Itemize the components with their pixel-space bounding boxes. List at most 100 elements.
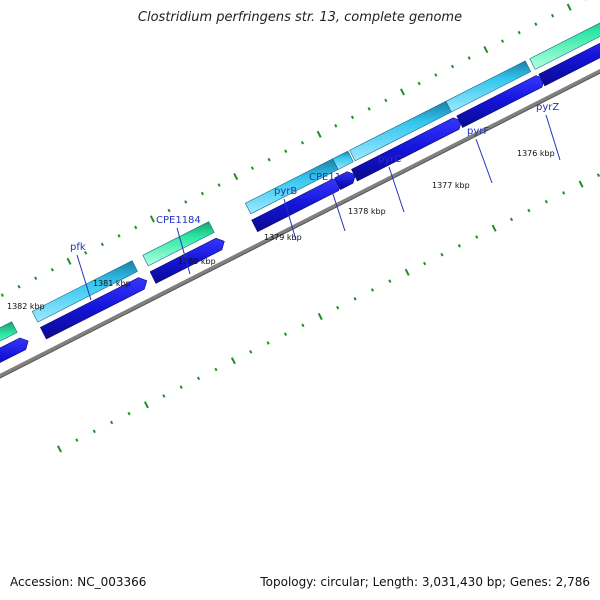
gene-label: pyrZ bbox=[536, 102, 559, 113]
tick-mark-upper bbox=[284, 149, 288, 153]
gene-label: CPE1182 bbox=[309, 172, 354, 183]
cds-feature bbox=[0, 337, 29, 363]
kbp-position-label: 1380 kbp bbox=[178, 257, 216, 266]
tick-mark-upper bbox=[483, 45, 489, 54]
tick-mark-upper bbox=[34, 276, 38, 281]
tick-mark-upper bbox=[50, 267, 54, 272]
tick-mark-upper bbox=[417, 81, 421, 86]
backbone-shadow bbox=[0, 72, 600, 379]
tick-mark-lower bbox=[370, 288, 375, 292]
tick-mark-lower bbox=[317, 312, 323, 321]
tick-mark-lower bbox=[336, 305, 340, 310]
tick-mark-lower bbox=[440, 252, 444, 257]
kbp-position-label: 1376 kbp bbox=[517, 149, 555, 158]
tick-mark-upper bbox=[534, 22, 538, 26]
tick-mark-upper bbox=[267, 157, 271, 162]
tick-mark-lower bbox=[57, 445, 62, 453]
tick-mark-upper bbox=[184, 200, 188, 204]
tick-mark-upper bbox=[66, 257, 72, 265]
tick-mark-upper bbox=[384, 98, 388, 103]
tick-mark-upper bbox=[334, 124, 338, 128]
tick-mark-lower bbox=[230, 357, 236, 365]
tick-mark-lower bbox=[475, 235, 479, 239]
tick-mark-upper bbox=[100, 242, 104, 247]
gene-label: pyrF bbox=[467, 126, 489, 137]
cds-feature bbox=[538, 42, 600, 87]
kbp-position-label: 1377 kbp bbox=[432, 181, 470, 190]
tick-mark-upper bbox=[467, 56, 471, 60]
gene-feature bbox=[31, 260, 138, 323]
tick-mark-lower bbox=[457, 244, 461, 248]
tick-mark-upper bbox=[84, 251, 88, 255]
tick-mark-upper bbox=[400, 88, 405, 96]
tick-mark-lower bbox=[266, 341, 270, 345]
gene-label-leader bbox=[76, 254, 92, 301]
tick-mark-upper bbox=[134, 225, 138, 230]
gene-label-leader bbox=[329, 184, 346, 232]
tick-mark-lower bbox=[127, 411, 131, 416]
cds-feature bbox=[39, 277, 148, 340]
tick-mark-lower bbox=[75, 438, 79, 442]
gene-feature bbox=[445, 60, 532, 113]
kbp-position-label: 1379 kbp bbox=[264, 233, 302, 242]
tick-mark-upper bbox=[217, 183, 221, 187]
tick-mark-lower bbox=[578, 180, 584, 188]
tick-mark-lower bbox=[353, 297, 357, 301]
tick-mark-upper bbox=[17, 284, 21, 289]
genome-backbone bbox=[0, 68, 600, 379]
tick-mark-lower bbox=[162, 394, 166, 398]
tick-mark-lower bbox=[249, 350, 253, 354]
gene-label-leader bbox=[283, 198, 297, 241]
tick-mark-upper bbox=[350, 115, 355, 120]
tick-mark-lower bbox=[388, 279, 392, 283]
tick-mark-upper bbox=[316, 130, 322, 138]
tick-mark-lower bbox=[491, 224, 497, 232]
cds-feature bbox=[149, 237, 225, 284]
tick-mark-upper bbox=[566, 3, 572, 11]
tick-mark-lower bbox=[214, 367, 218, 372]
tick-mark-upper bbox=[149, 215, 155, 223]
tick-mark-upper bbox=[300, 140, 305, 145]
tick-mark-upper bbox=[517, 30, 521, 35]
tick-mark-lower bbox=[197, 376, 201, 381]
tick-mark-upper bbox=[500, 39, 505, 43]
tick-mark-upper bbox=[200, 191, 204, 196]
kbp-position-label: 1381 kbp bbox=[93, 279, 131, 288]
tick-mark-lower bbox=[301, 323, 305, 328]
tick-mark-upper bbox=[434, 73, 438, 77]
topology-summary: Topology: circular; Length: 3,031,430 bp… bbox=[260, 575, 590, 589]
tick-mark-upper bbox=[0, 293, 4, 297]
tick-mark-lower bbox=[423, 261, 427, 266]
tick-mark-lower bbox=[509, 217, 514, 222]
tick-mark-lower bbox=[562, 191, 566, 195]
gene-feature bbox=[0, 321, 18, 342]
tick-mark-lower bbox=[404, 268, 410, 276]
gene-label: CPE1184 bbox=[156, 215, 201, 226]
tick-mark-upper bbox=[233, 173, 239, 181]
tick-mark-upper bbox=[117, 234, 121, 238]
gene-feature bbox=[529, 22, 600, 70]
tick-mark-upper bbox=[250, 166, 255, 170]
tick-mark-upper bbox=[450, 64, 455, 69]
gene-label-leader bbox=[475, 138, 493, 184]
tick-mark-lower bbox=[544, 199, 548, 204]
tick-mark-lower bbox=[179, 385, 183, 389]
tick-mark-lower bbox=[110, 420, 114, 425]
gene-label: pfk bbox=[70, 242, 86, 253]
tick-mark-lower bbox=[596, 173, 600, 177]
kbp-position-label: 1378 kbp bbox=[348, 207, 386, 216]
tick-mark-upper bbox=[550, 13, 555, 18]
map-title: Clostridium perfringens str. 13, complet… bbox=[137, 10, 463, 25]
gene-label-leader bbox=[388, 166, 405, 213]
cds-feature bbox=[351, 117, 462, 182]
tick-mark-lower bbox=[283, 332, 288, 336]
gene-label-leader bbox=[545, 114, 561, 161]
gene-label: pyrC bbox=[378, 154, 401, 165]
tick-mark-lower bbox=[92, 429, 96, 434]
cds-feature bbox=[334, 171, 356, 191]
tick-mark-upper bbox=[367, 107, 371, 111]
tick-mark-lower bbox=[143, 401, 149, 409]
gene-feature bbox=[142, 221, 215, 267]
